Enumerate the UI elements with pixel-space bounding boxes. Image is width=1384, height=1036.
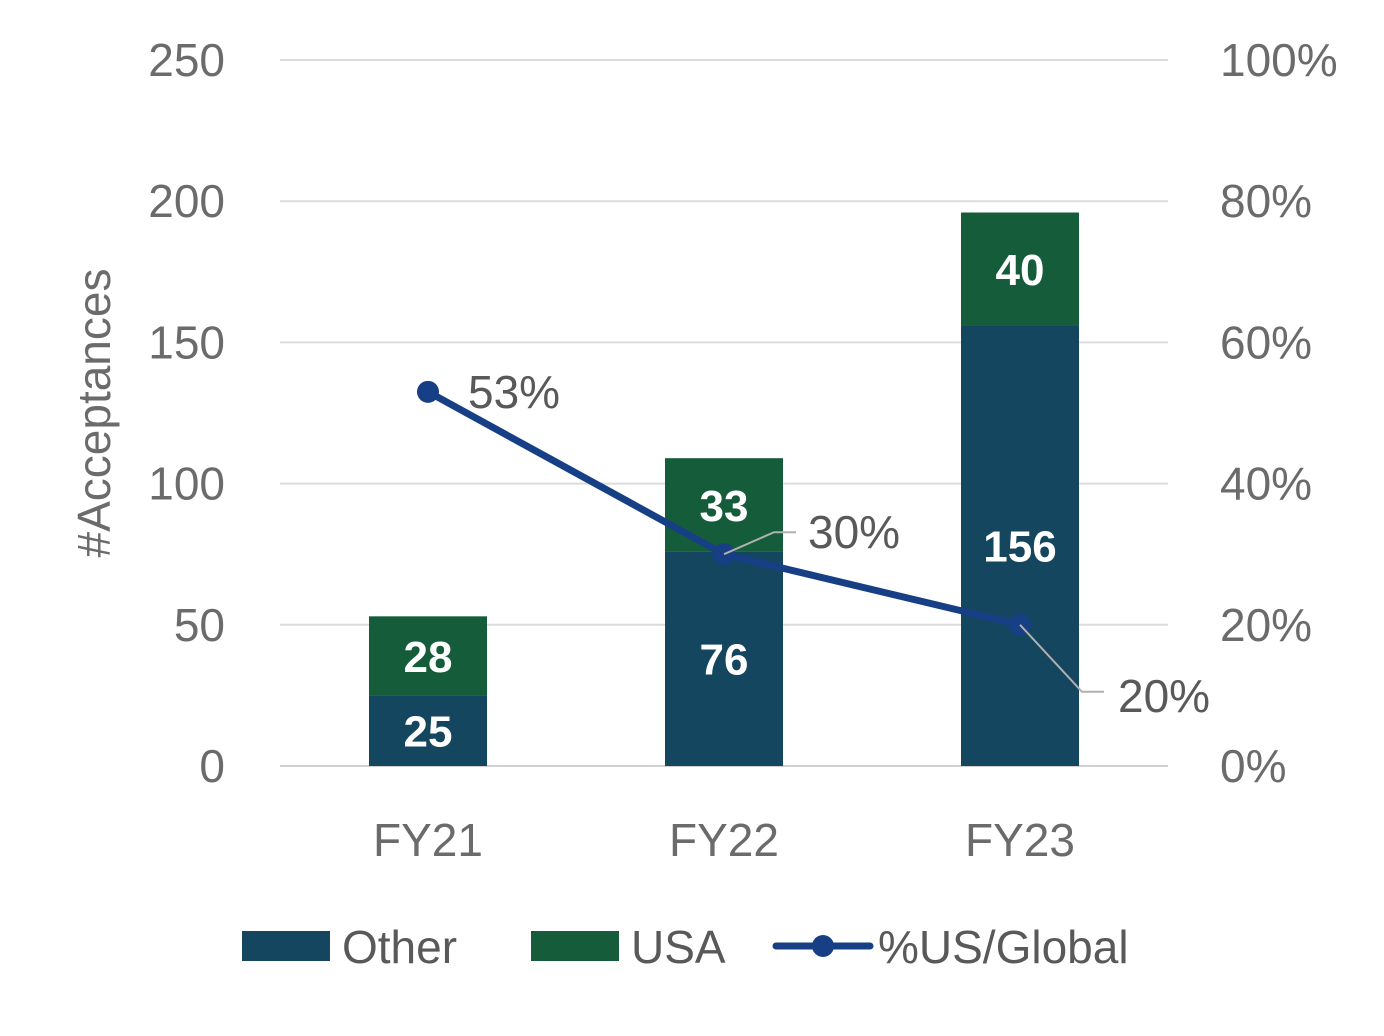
y-tick-label: 200 <box>148 175 225 227</box>
legend-label-pct-us-global: %US/Global <box>878 921 1129 973</box>
y-tick-label: 0 <box>199 740 225 792</box>
y-tick-label: 50 <box>174 599 225 651</box>
y2-tick-label: 100% <box>1220 34 1338 86</box>
legend-swatch-marker <box>812 935 834 957</box>
x-tick-label: FY23 <box>965 814 1075 866</box>
y-axis-title: #Acceptances <box>68 269 120 558</box>
y-tick-label: 150 <box>148 316 225 368</box>
y-tick-label: 250 <box>148 34 225 86</box>
x-tick-label: FY22 <box>669 814 779 866</box>
x-tick-label: FY21 <box>373 814 483 866</box>
y2-tick-label: 80% <box>1220 175 1312 227</box>
y2-tick-label: 0% <box>1220 740 1286 792</box>
bar-other-fy21 <box>369 695 487 766</box>
y2-tick-label: 20% <box>1220 599 1312 651</box>
bar-value-label: 28 <box>404 633 453 682</box>
y2-tick-label: 40% <box>1220 458 1312 510</box>
bar-value-label: 156 <box>983 523 1056 572</box>
pct-label-leader-line <box>723 531 796 556</box>
bar-value-label: 40 <box>996 246 1045 295</box>
bar-value-label: 25 <box>404 708 453 757</box>
pct-label-leader-line <box>1019 624 1104 693</box>
pct-us-global-point <box>417 380 439 403</box>
legend-swatch-usa <box>531 931 619 961</box>
bar-usa-fy21 <box>369 616 487 696</box>
bar-other-fy22 <box>665 551 783 766</box>
bar-other-fy23 <box>961 325 1079 766</box>
legend-swatch-other <box>242 931 330 961</box>
bar-value-label: 33 <box>700 482 749 531</box>
y-tick-label: 100 <box>148 458 225 510</box>
pct-data-label: 30% <box>808 506 900 558</box>
legend-label-other: Other <box>342 921 457 973</box>
legend-label-usa: USA <box>631 921 726 973</box>
bar-value-label: 76 <box>700 636 749 685</box>
bar-usa-fy23 <box>961 212 1079 326</box>
y2-tick-label: 60% <box>1220 316 1312 368</box>
pct-data-label: 20% <box>1118 670 1210 722</box>
pct-data-label: 53% <box>468 366 560 418</box>
